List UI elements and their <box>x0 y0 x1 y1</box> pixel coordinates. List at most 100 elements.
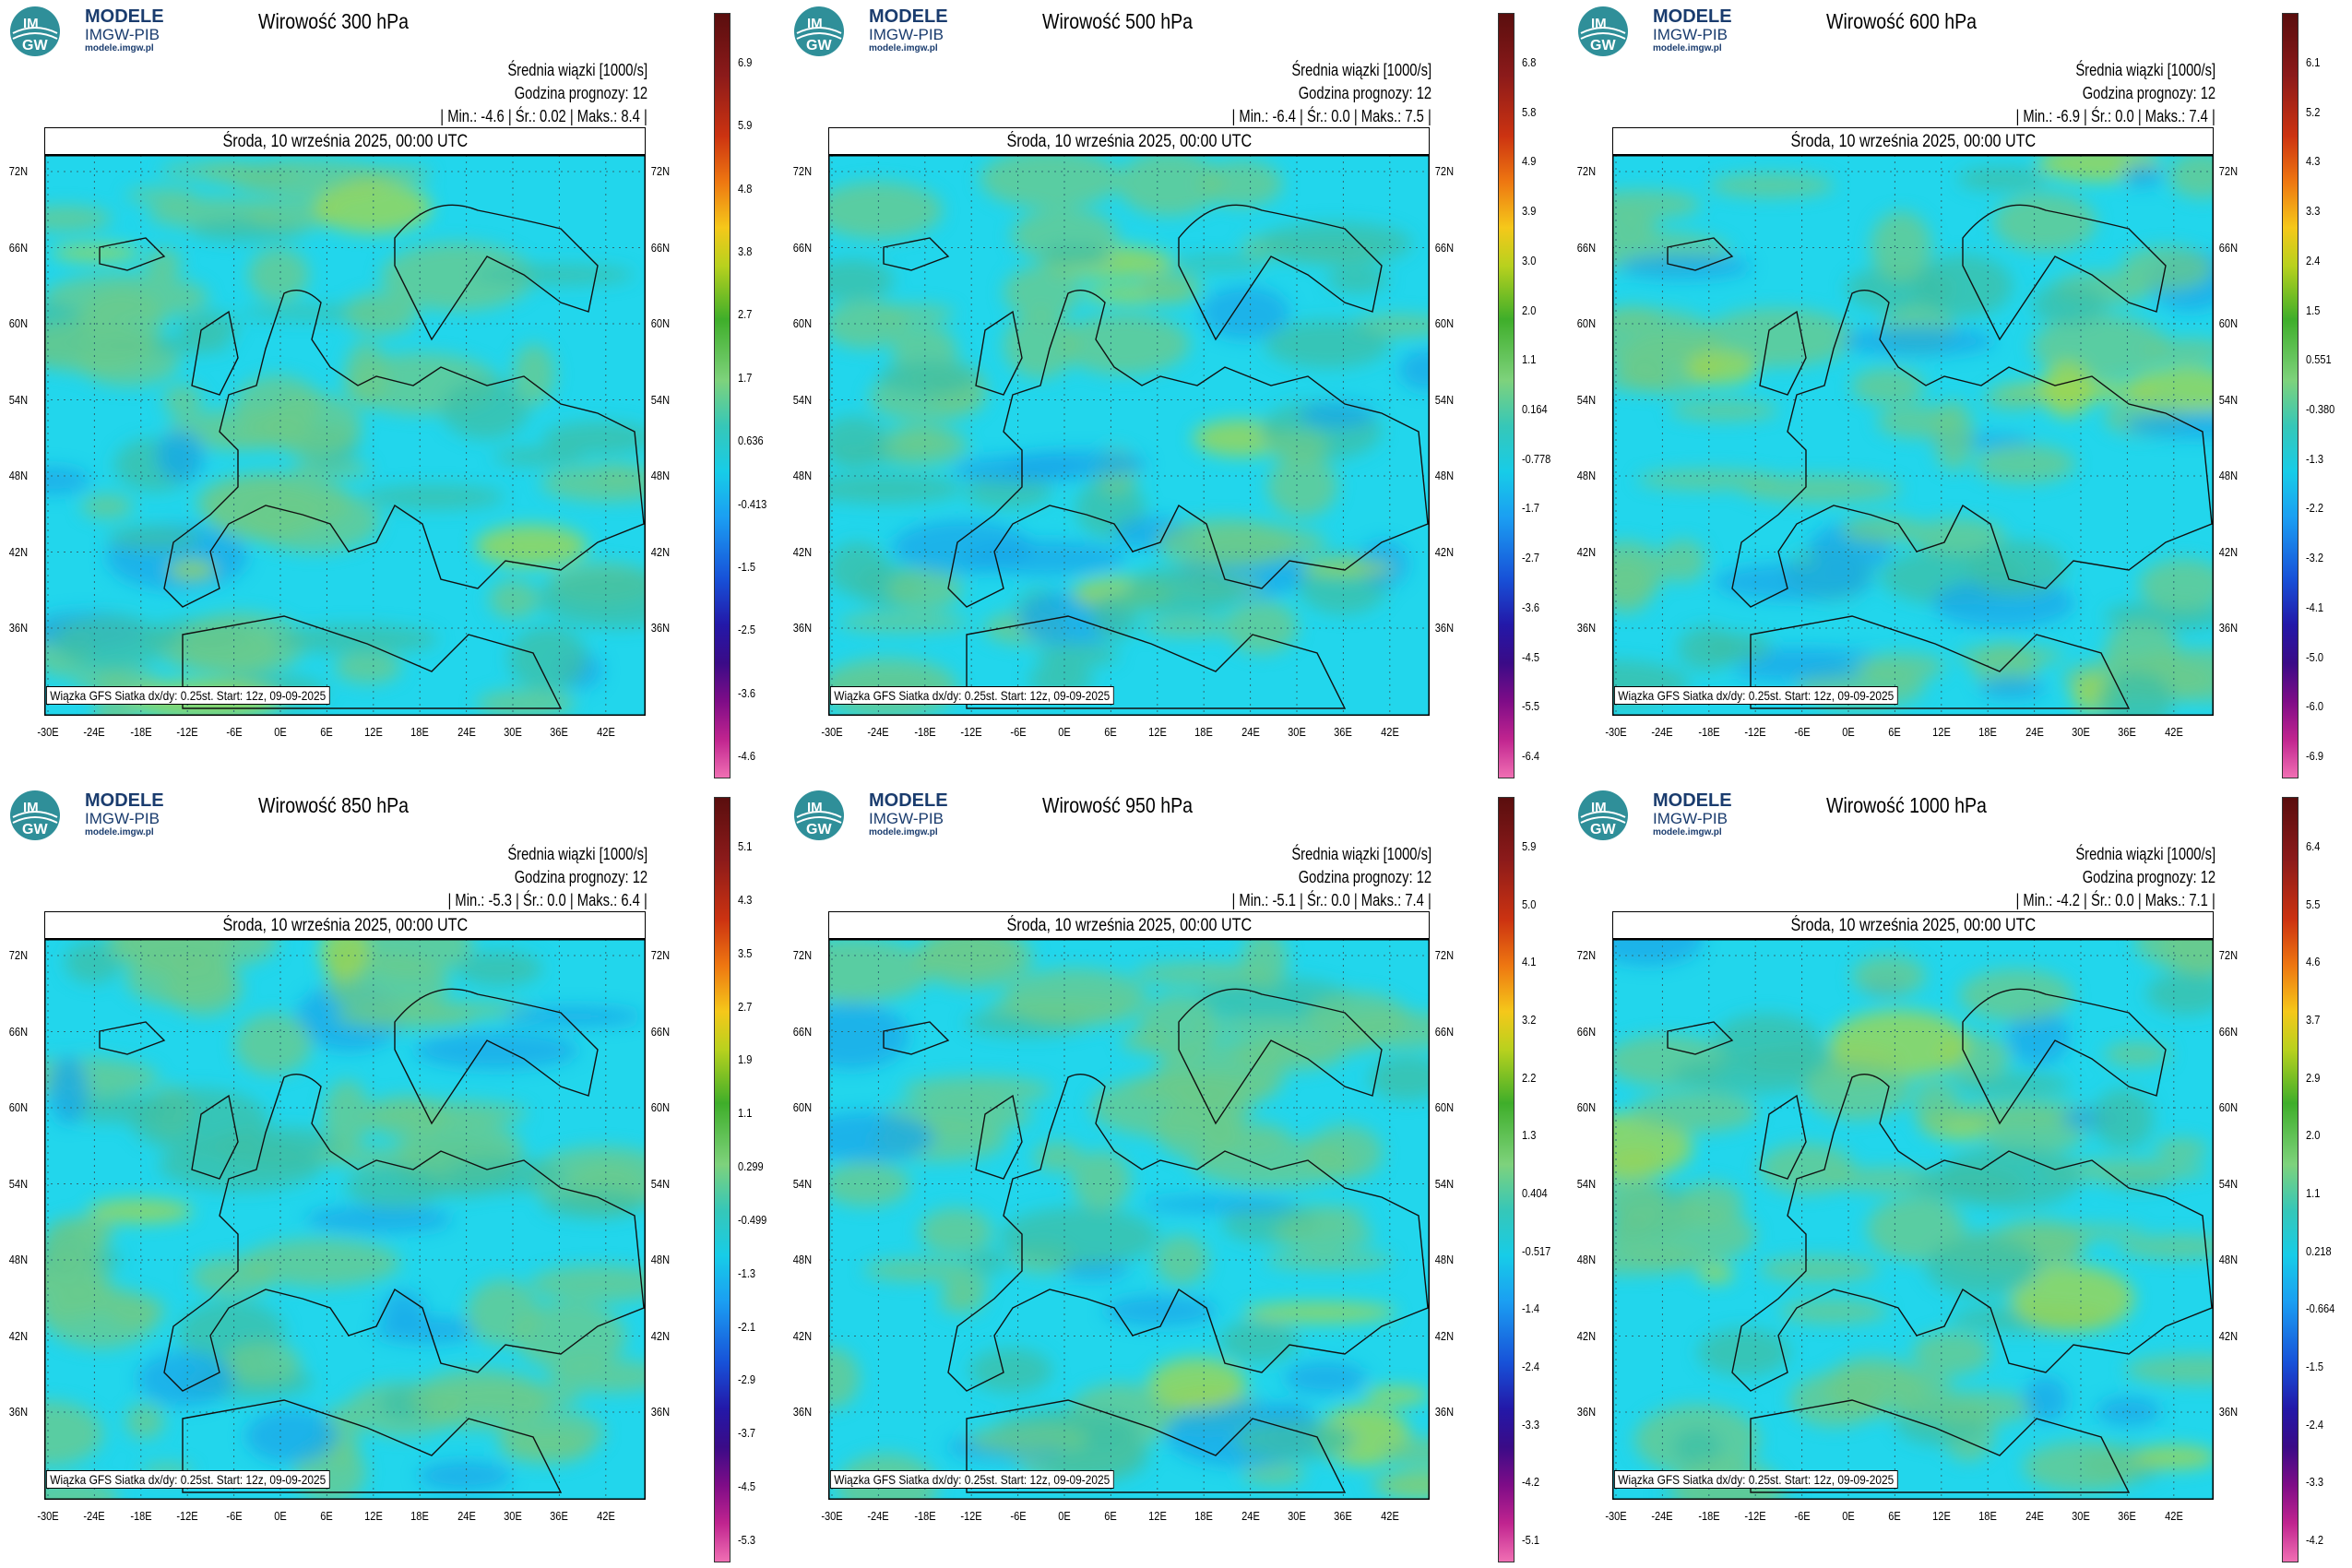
vorticity-blob <box>165 960 243 1016</box>
colorbar-label: 4.6 <box>2306 955 2321 968</box>
coastline <box>99 204 645 709</box>
colorbar-label: 4.3 <box>738 893 753 907</box>
lon-label: 24E <box>457 725 476 739</box>
vorticity-blob <box>44 319 157 373</box>
colorbar-label: 2.0 <box>2306 1128 2321 1142</box>
colorbar-label: 1.7 <box>738 371 753 385</box>
vorticity-blob <box>443 1158 564 1193</box>
colorbar-label: -0.413 <box>738 497 767 511</box>
subtitle: Średnia wiązki [1000/s] <box>507 845 647 863</box>
vorticity-blob <box>980 155 1122 208</box>
colorbar-label: -3.6 <box>1522 600 1540 614</box>
coastline <box>1667 204 2213 709</box>
colorbar-label: -1.3 <box>2306 452 2324 466</box>
lon-label: 42E <box>1380 725 1399 739</box>
vorticity-blob <box>1059 314 1190 374</box>
lat-label-left: 54N <box>8 1176 29 1191</box>
forecast-panel-1: IM GW MODELE IMGW-PIB modele.imgw.pl Wir… <box>0 0 784 784</box>
vorticity-map <box>828 155 1430 716</box>
lat-label-right: 54N <box>1434 1176 1455 1191</box>
vorticity-blob <box>248 248 309 302</box>
lon-label: 12E <box>1931 1509 1951 1523</box>
colorbar-label: 2.7 <box>738 1000 753 1014</box>
map-frame <box>828 155 1430 716</box>
lon-label: -24E <box>1651 725 1674 739</box>
lat-label-right: 36N <box>1434 621 1455 635</box>
vorticity-blob <box>1242 1463 1305 1485</box>
lon-label: -12E <box>1744 1509 1766 1523</box>
forecast-hour: Godzina prognozy: 12 <box>1298 868 1431 886</box>
caption: Wiązka GFS Siatka dx/dy: 0.25st. Start: … <box>830 686 1114 705</box>
vorticity-blob <box>1125 566 1241 616</box>
lat-label-left: 60N <box>792 1100 813 1114</box>
colorbar-label: 5.0 <box>1522 897 1537 911</box>
vorticity-blob <box>1779 1300 1888 1324</box>
lat-label-right: 72N <box>650 164 671 178</box>
vorticity-blob <box>886 568 962 611</box>
vorticity-blob <box>513 344 555 405</box>
colorbar-label: -3.7 <box>738 1426 756 1440</box>
vorticity-blob <box>503 1006 643 1027</box>
colorbar-label: 4.3 <box>2306 154 2321 168</box>
vorticity-blob <box>828 259 894 302</box>
vorticity-blob <box>441 378 529 439</box>
vorticity-blob <box>54 615 165 671</box>
vorticity-blob <box>49 1056 88 1124</box>
lat-label-left: 66N <box>792 1024 813 1039</box>
vorticity-blob <box>828 182 943 239</box>
vorticity-blob <box>2155 1138 2208 1160</box>
vorticity-blob <box>1955 647 2064 665</box>
lat-label-right: 48N <box>2218 1253 2239 1266</box>
lon-label: 36E <box>2118 1509 2137 1523</box>
map-frame <box>1612 939 2214 1500</box>
vorticity-blob <box>1284 1361 1367 1395</box>
lon-label: -18E <box>130 725 152 739</box>
lat-label-right: 60N <box>650 1100 671 1114</box>
lat-label-left: 66N <box>8 240 29 255</box>
vorticity-blob <box>168 560 216 580</box>
vorticity-blob <box>1911 518 2005 553</box>
vorticity-blob <box>1142 1196 1297 1213</box>
forecast-panel-3: IM GW MODELE IMGW-PIB modele.imgw.pl Wir… <box>1568 0 2352 784</box>
vorticity-blob <box>1698 1328 1790 1376</box>
brand-block: MODELE IMGW-PIB modele.imgw.pl <box>85 7 164 53</box>
vorticity-blob <box>1851 368 1925 405</box>
vorticity-blob <box>2145 339 2214 364</box>
colorbar-label: 6.4 <box>2306 839 2321 853</box>
lat-label-right: 60N <box>1434 1100 1455 1114</box>
vorticity-blob <box>497 1409 604 1457</box>
map-frame <box>828 939 1430 1500</box>
vorticity-blob <box>902 1076 1051 1104</box>
caption: Wiązka GFS Siatka dx/dy: 0.25st. Start: … <box>46 1470 330 1489</box>
lon-label: 6E <box>1888 1509 1902 1523</box>
vorticity-blob <box>264 393 362 457</box>
brand-name: MODELE <box>85 790 164 811</box>
colorbar-label: 0.636 <box>738 434 764 447</box>
lat-label-right: 54N <box>2218 392 2239 407</box>
colorbar-label: 1.1 <box>1522 352 1537 366</box>
date-text: Środa, 10 września 2025, 00:00 UTC <box>1790 916 2036 935</box>
colorbar-label: -4.5 <box>738 1479 756 1493</box>
vorticity-blob <box>2124 411 2214 439</box>
vorticity-blob <box>418 1461 512 1491</box>
vorticity-blob <box>1697 1265 1734 1283</box>
vorticity-blob <box>1327 266 1388 293</box>
vorticity-blob <box>1612 211 1657 239</box>
lat-label-right: 72N <box>2218 948 2239 962</box>
lat-label-left: 60N <box>792 316 813 330</box>
brand-url: modele.imgw.pl <box>869 43 938 53</box>
colorbar-label: 0.164 <box>1522 402 1548 416</box>
vorticity-blob <box>863 1259 974 1281</box>
lon-label: -12E <box>960 1509 982 1523</box>
vorticity-blob <box>538 569 646 628</box>
vorticity-blob <box>1671 1055 1830 1094</box>
lat-label-left: 48N <box>1576 469 1597 482</box>
date-bar: Środa, 10 września 2025, 00:00 UTC <box>44 127 646 155</box>
vorticity-blob <box>88 1199 193 1223</box>
vorticity-blob <box>324 1080 370 1150</box>
vorticity-map <box>44 939 646 1500</box>
lon-label: -24E <box>867 1509 890 1523</box>
brand-block: MODELE IMGW-PIB modele.imgw.pl <box>869 7 948 53</box>
colorbar-label: 3.7 <box>2306 1013 2321 1027</box>
brand-org: IMGW-PIB <box>85 26 160 43</box>
